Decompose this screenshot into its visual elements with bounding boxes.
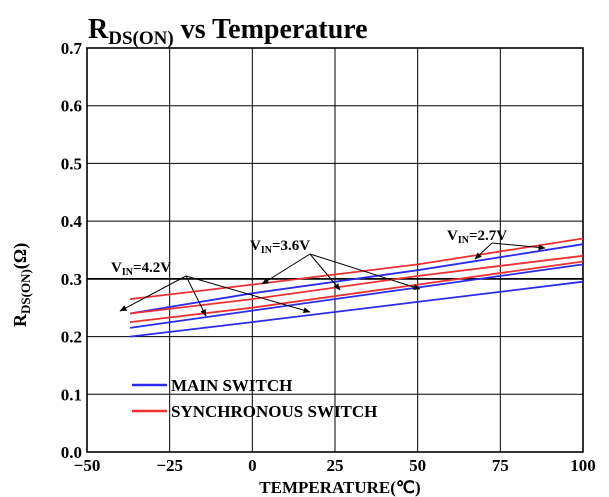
series-line-3	[129, 243, 584, 315]
y-tick-label: 0.1	[61, 385, 82, 404]
x-axis-label: TEMPERATURE(℃)	[259, 478, 420, 497]
x-tick-label: −25	[156, 456, 183, 475]
annotation-vin-3-6v: VIN=3.6V	[250, 238, 310, 256]
annotation-vin-2-7v: VIN=2.7V	[447, 228, 507, 246]
annotation-vin-2-7v-main: V	[447, 228, 458, 244]
arrow-3-6v-b	[309, 253, 341, 291]
annotation-vin-3-6v-main: V	[250, 238, 261, 254]
series-line-6	[129, 237, 584, 300]
x-tick-label: 100	[570, 456, 596, 475]
annotation-vin-4-2v: VIN=4.2V	[111, 260, 171, 278]
gridlines	[87, 48, 583, 452]
y-axis-label-main: R	[10, 313, 30, 327]
y-tick-label: 0.4	[61, 212, 83, 231]
annotation-vin-4-2v-sub: IN	[122, 267, 134, 278]
arrow-4-2v-a	[119, 275, 187, 312]
chart-title-main: R	[88, 14, 109, 45]
annotations: VIN=4.2V VIN=3.6V VIN=2.7V	[111, 228, 507, 278]
y-tick-label: 0.5	[61, 154, 82, 173]
annotation-vin-4-2v-main: V	[111, 260, 122, 276]
arrow-4-2v-b	[185, 275, 207, 317]
series-line-4	[129, 260, 584, 323]
y-tick-labels: 0.0 0.1 0.2 0.3 0.4 0.5 0.6 0.7	[61, 39, 83, 462]
x-tick-label: −50	[74, 456, 101, 475]
series-layer	[129, 237, 584, 338]
series-line-5	[129, 254, 584, 315]
y-tick-label: 0.3	[61, 270, 82, 289]
y-tick-label: 0.2	[61, 328, 82, 347]
annotation-vin-2-7v-rest: =2.7V	[469, 228, 507, 244]
y-axis-label-sub: DS(ON)	[18, 269, 33, 314]
annotation-vin-3-6v-rest: =3.6V	[272, 238, 310, 254]
legend: MAIN SWITCH SYNCHRONOUS SWITCH	[132, 376, 377, 421]
series-line-1	[129, 280, 584, 338]
legend-main-switch-label: MAIN SWITCH	[171, 376, 292, 395]
chart-title-sub: DS(ON)	[108, 28, 173, 49]
y-axis-label: RDS(ON)(Ω)	[10, 243, 33, 327]
annotation-vin-4-2v-rest: =4.2V	[133, 260, 171, 276]
arrow-4-2v-c	[185, 275, 311, 314]
annotation-vin-2-7v-sub: IN	[458, 235, 470, 246]
arrow-3-6v-a	[261, 253, 311, 285]
arrow-2-7v-a	[474, 242, 493, 260]
x-tick-label: 75	[492, 456, 509, 475]
chart-title-rest: vs Temperature	[174, 14, 368, 45]
y-tick-label: 0.7	[61, 39, 83, 58]
chart-title: RDS(ON) vs Temperature	[88, 14, 368, 49]
y-axis-label-rest: (Ω)	[10, 243, 31, 269]
series-line-2	[129, 263, 584, 329]
annotation-arrows	[119, 242, 546, 317]
y-tick-label: 0.0	[61, 443, 82, 462]
x-tick-label: 25	[327, 456, 344, 475]
plot-frame	[86, 47, 584, 453]
y-tick-label: 0.6	[61, 97, 82, 116]
plot-area-border	[86, 47, 584, 453]
arrow-3-6v-c	[309, 253, 421, 290]
legend-sync-switch-label: SYNCHRONOUS SWITCH	[171, 402, 377, 421]
x-tick-label: 0	[248, 456, 257, 475]
x-tick-label: 50	[409, 456, 426, 475]
arrow-2-7v-b	[491, 242, 546, 251]
annotation-vin-3-6v-sub: IN	[261, 245, 273, 256]
x-tick-labels: −50 −25 0 25 50 75 100	[74, 456, 596, 475]
